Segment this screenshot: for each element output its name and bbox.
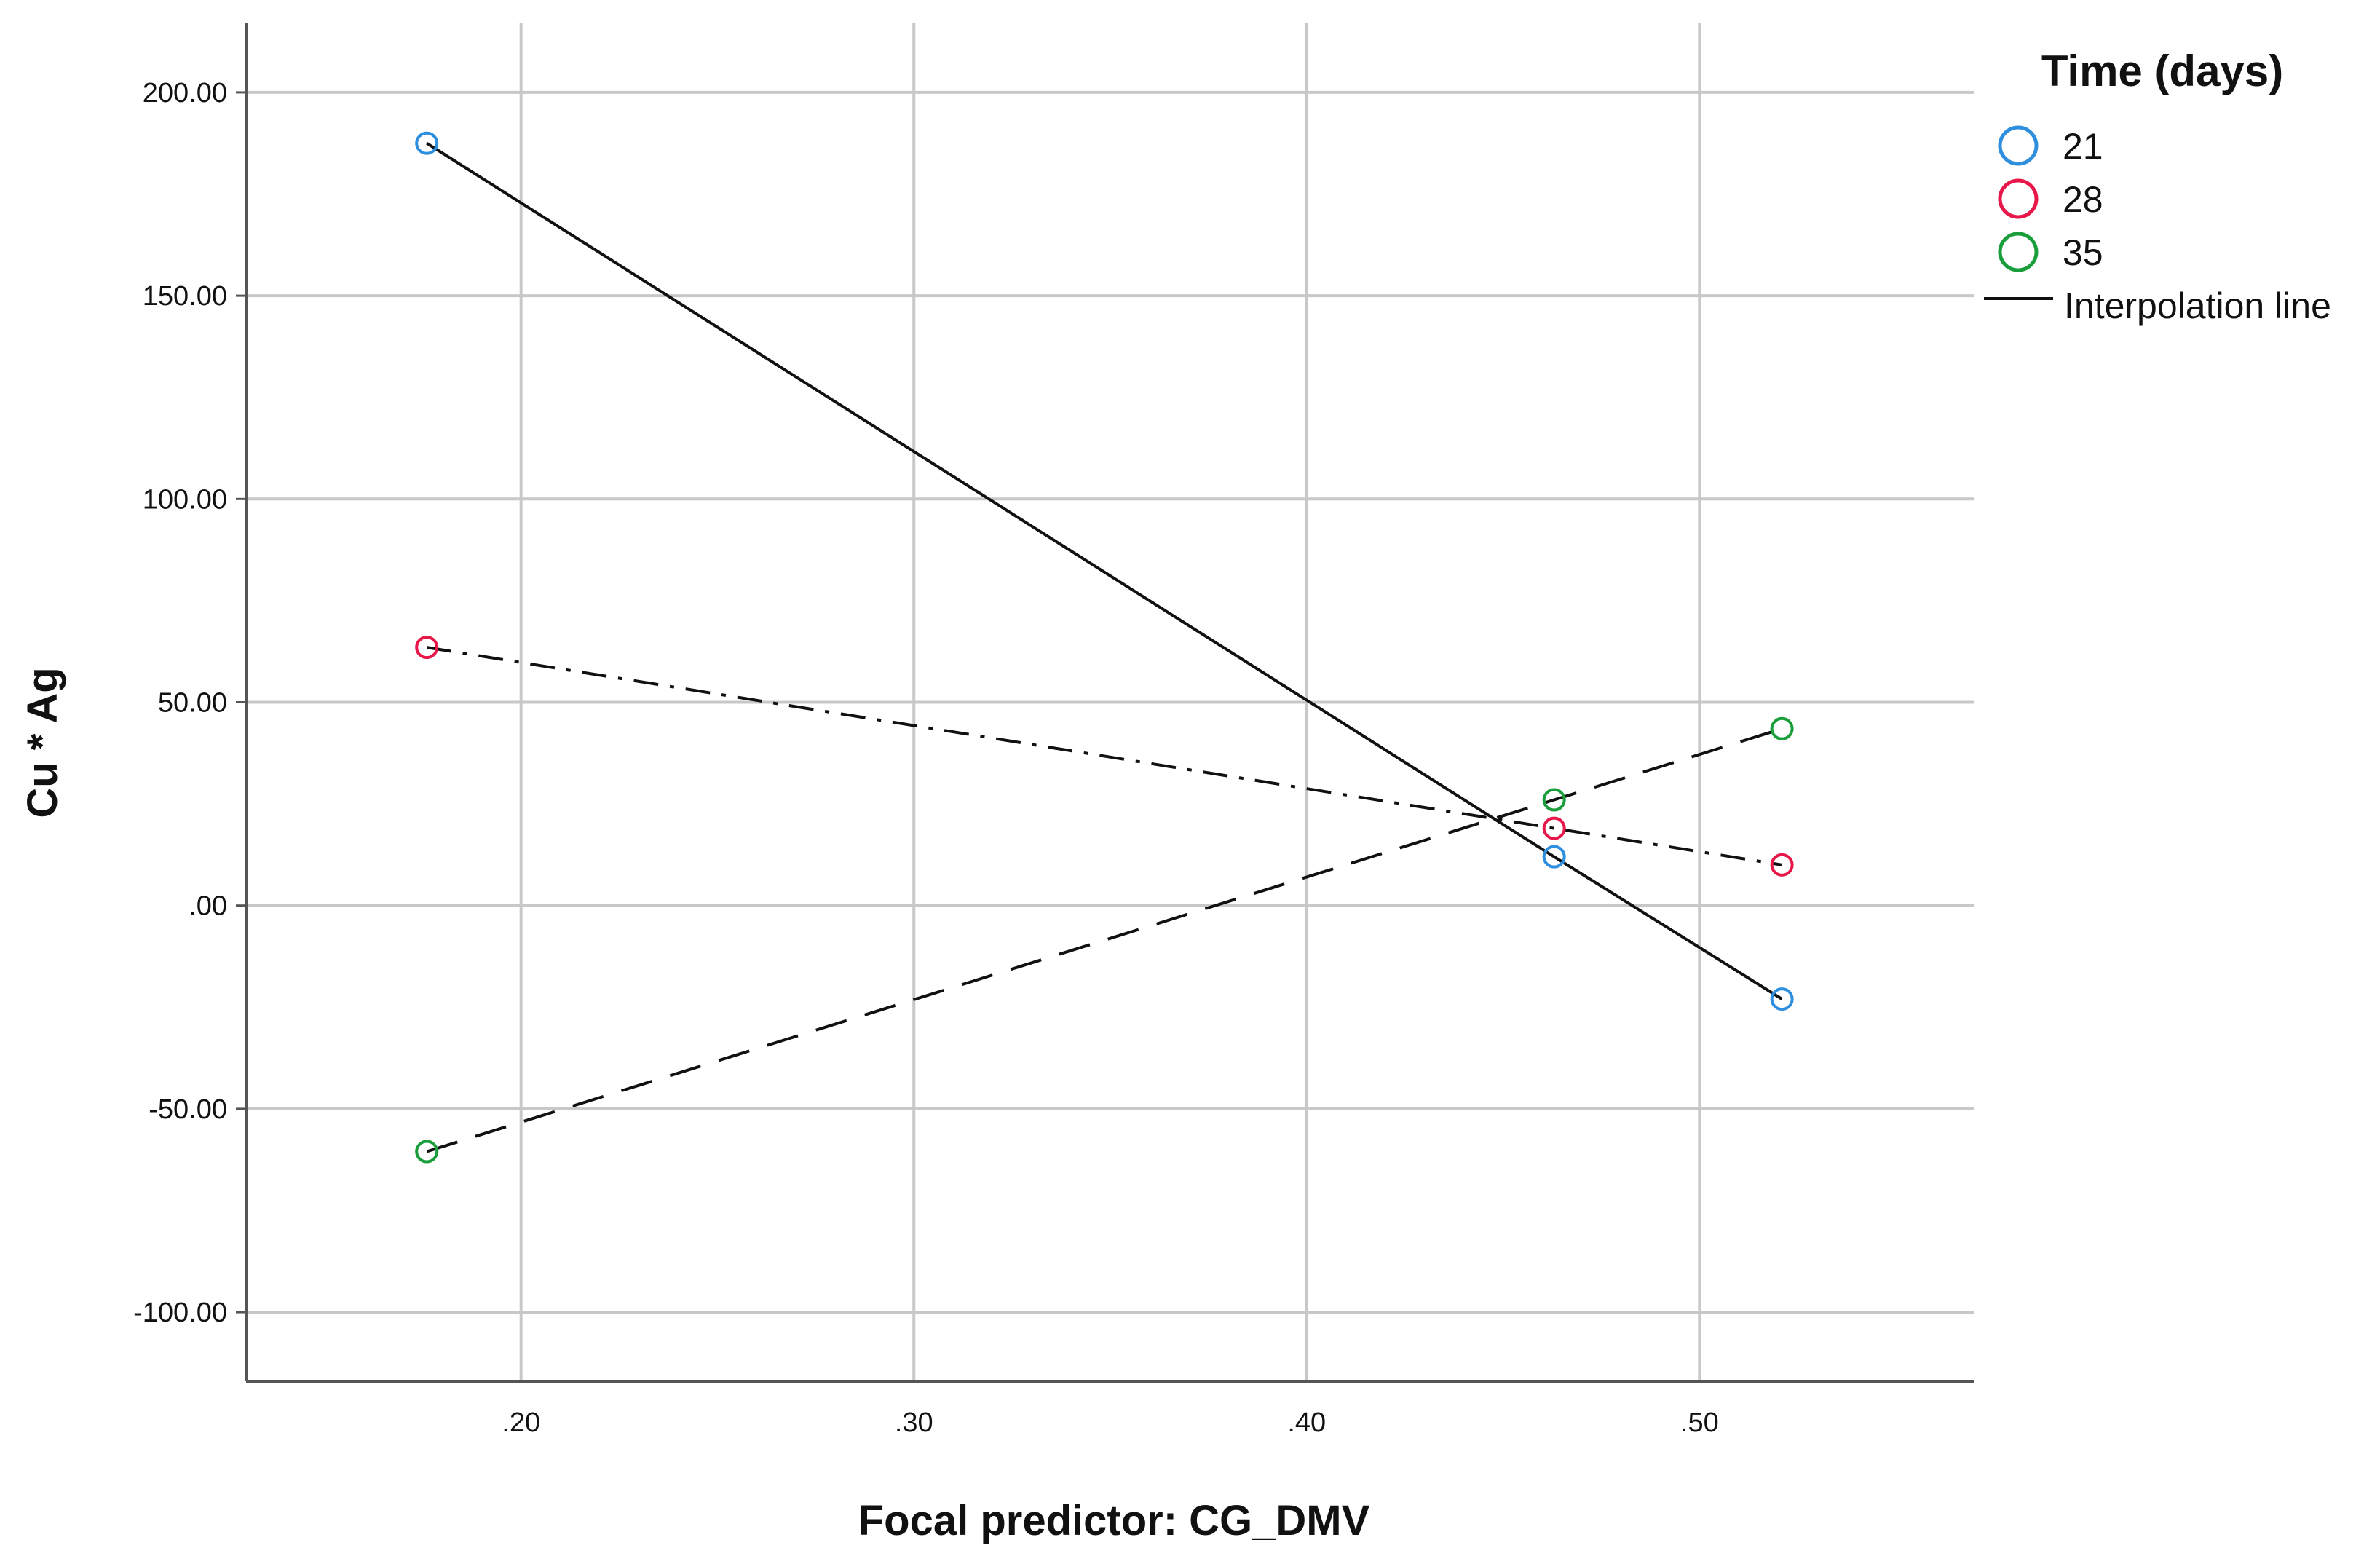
legend-marker-28	[1998, 178, 2039, 219]
y-tick-label: -50.00	[149, 1094, 227, 1125]
series-line-21	[426, 142, 1783, 1000]
x-tick-label: .20	[502, 1407, 540, 1438]
legend-marker-35	[1998, 232, 2039, 272]
series-lines	[426, 142, 1783, 1153]
data-point-35	[1770, 716, 1794, 740]
data-point-35	[415, 1140, 439, 1164]
data-point-28	[1542, 816, 1566, 840]
x-tick-label: .50	[1680, 1407, 1719, 1438]
series-line-35	[426, 727, 1783, 1153]
legend-label-21: 21	[2063, 126, 2103, 167]
data-points	[415, 131, 1794, 1164]
y-tick-label: 200.00	[143, 78, 227, 108]
gridlines	[246, 23, 1974, 1381]
axes	[236, 23, 1974, 1383]
data-point-21	[415, 131, 439, 155]
legend-title: Time (days)	[2041, 47, 2283, 95]
y-tick-label: 150.00	[143, 281, 227, 312]
y-tick-label: .00	[189, 891, 227, 922]
data-point-28	[415, 636, 439, 660]
data-point-28	[1770, 853, 1794, 877]
legend-items: 21 28 35	[1998, 125, 2103, 273]
legend-label-35: 35	[2063, 232, 2103, 273]
legend: Time (days) 21 28 35 Interpolation line	[1984, 47, 2331, 326]
data-point-21	[1542, 845, 1566, 869]
y-tick-label: -100.00	[133, 1298, 227, 1328]
data-point-21	[1770, 987, 1794, 1011]
series-line-28	[426, 646, 1782, 866]
x-axis-title: Focal predictor: CG_DMV	[858, 1497, 1370, 1544]
y-tick-label: 100.00	[143, 484, 227, 515]
legend-marker-21	[1998, 125, 2039, 166]
data-point-35	[1542, 788, 1566, 812]
y-axis-title: Cu * Ag	[19, 667, 66, 818]
x-tick-label: .30	[895, 1407, 933, 1438]
x-tick-label: .40	[1287, 1407, 1326, 1438]
legend-label-28: 28	[2063, 179, 2103, 220]
tick-labels: 200.00 150.00 100.00 50.00 .00 -50.00 -100.00.…	[133, 78, 1719, 1438]
y-tick-label: 50.00	[158, 688, 227, 719]
legend-interpolation-label: Interpolation line	[2064, 285, 2331, 326]
